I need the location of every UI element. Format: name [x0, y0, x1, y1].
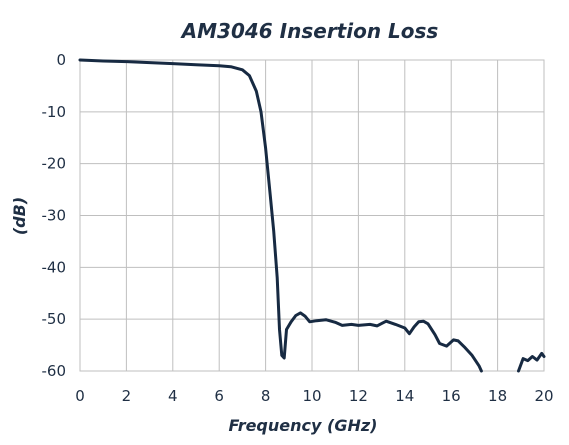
- x-tick-label: 10: [302, 387, 321, 405]
- y-tick-label: -40: [42, 258, 67, 276]
- x-tick-label: 6: [214, 387, 224, 405]
- y-tick-label: -50: [42, 310, 67, 328]
- y-axis-ticks: 0 -10 -20 -30 -40 -50 -60: [42, 51, 67, 380]
- x-tick-label: 20: [534, 387, 553, 405]
- x-axis-label: Frequency (GHz): [229, 416, 378, 435]
- insertion-loss-line: [517, 351, 546, 373]
- x-tick-label: 14: [395, 387, 414, 405]
- x-tick-label: 4: [168, 387, 178, 405]
- chart-title: AM3046 Insertion Loss: [180, 19, 439, 43]
- x-tick-label: 18: [488, 387, 507, 405]
- x-tick-label: 0: [75, 387, 85, 405]
- y-tick-label: 0: [56, 51, 66, 69]
- y-tick-label: -20: [42, 155, 67, 173]
- insertion-loss-line: [78, 58, 483, 373]
- grid: [79, 59, 545, 372]
- series-layer: [78, 58, 546, 373]
- x-tick-label: 8: [261, 387, 271, 405]
- x-tick-label: 12: [349, 387, 368, 405]
- plot-area: [79, 59, 545, 372]
- x-tick-label: 16: [442, 387, 461, 405]
- y-tick-label: -10: [42, 103, 67, 121]
- y-tick-label: -30: [42, 207, 67, 225]
- y-axis-label: (dB): [10, 197, 29, 235]
- y-tick-label: -60: [42, 362, 67, 380]
- x-axis-ticks: 0 2 4 6 8 10 12 14 16 18 20: [75, 387, 553, 405]
- x-tick-label: 2: [122, 387, 132, 405]
